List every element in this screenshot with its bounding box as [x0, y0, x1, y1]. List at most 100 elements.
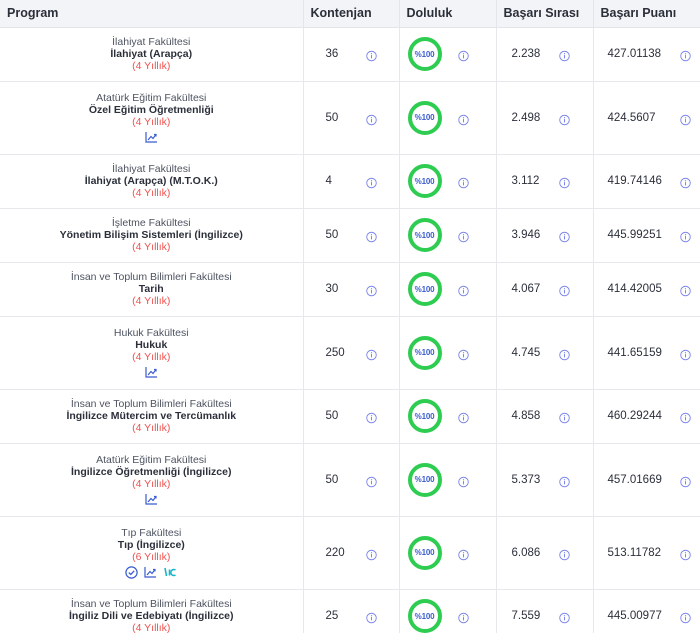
info-icon[interactable] — [558, 284, 570, 297]
kontenjan-cell: 4 — [303, 154, 400, 209]
header-basari-puani[interactable]: Başarı Puanı — [593, 0, 700, 28]
info-icon[interactable] — [679, 411, 691, 424]
table-row[interactable]: Hukuk Fakültesi Hukuk (4 Yıllık) 250 %10… — [0, 316, 700, 390]
info-icon[interactable] — [365, 112, 377, 125]
header-program[interactable]: Program — [0, 0, 304, 28]
info-icon[interactable] — [558, 547, 570, 560]
info-icon[interactable] — [558, 176, 570, 189]
table-row[interactable]: Atatürk Eğitim Fakültesi İngilizce Öğret… — [0, 443, 700, 517]
info-icon[interactable] — [679, 611, 691, 624]
table-row[interactable]: İşletme Fakültesi Yönetim Bilişim Sistem… — [0, 208, 700, 263]
info-icon[interactable] — [679, 49, 691, 62]
kontenjan-cell: 25 — [303, 589, 400, 633]
header-basari-sirasi[interactable]: Başarı Sırası — [496, 0, 594, 28]
department-name[interactable]: Tarih — [138, 283, 164, 295]
doluluk-cell: %100 — [399, 389, 497, 444]
info-icon[interactable] — [365, 49, 377, 62]
program-cell[interactable]: İnsan ve Toplum Bilimleri Fakültesi İngi… — [0, 389, 304, 444]
basari-puani-cell: 441.65159 — [593, 316, 700, 390]
kontenjan-value: 50 — [325, 410, 339, 422]
info-icon[interactable] — [558, 347, 570, 360]
program-icons — [4, 493, 299, 506]
department-name[interactable]: Özel Eğitim Öğretmenliği — [88, 103, 214, 116]
doluluk-ring: %100 — [407, 218, 442, 252]
info-icon[interactable] — [558, 49, 570, 62]
info-icon[interactable] — [558, 230, 570, 243]
header-doluluk[interactable]: Doluluk — [399, 0, 497, 28]
basari-puani-value: 424.5607 — [607, 111, 656, 124]
kontenjan-value: 50 — [325, 473, 339, 486]
info-icon[interactable] — [679, 284, 691, 297]
table-row[interactable]: İlahiyat Fakültesi İlahiyat (Arapça) (M.… — [0, 154, 700, 209]
info-icon[interactable] — [679, 230, 691, 243]
info-icon[interactable] — [365, 411, 377, 424]
department-name[interactable]: Tıp (İngilizce) — [117, 538, 185, 551]
info-icon[interactable] — [365, 284, 377, 297]
info-icon[interactable] — [457, 284, 469, 297]
department-name[interactable]: İngilizce Öğretmenliği (İngilizce) — [71, 465, 232, 478]
department-name[interactable]: İlahiyat (Arapça) (M.T.O.K.) — [84, 175, 218, 187]
info-icon[interactable] — [365, 547, 377, 560]
program-duration: (4 Yıllık) — [132, 622, 171, 633]
info-icon[interactable] — [365, 230, 377, 243]
yks-badge-icon[interactable] — [163, 566, 177, 578]
doluluk-ring: %100 — [407, 335, 442, 370]
info-icon[interactable] — [457, 474, 469, 487]
program-cell[interactable]: Atatürk Eğitim Fakültesi Özel Eğitim Öğr… — [0, 81, 304, 155]
trend-chart-icon[interactable] — [144, 566, 157, 578]
info-icon[interactable] — [679, 347, 691, 360]
program-duration: (4 Yıllık) — [132, 60, 171, 72]
program-cell[interactable]: Tıp Fakültesi Tıp (İngilizce) (6 Yıllık) — [0, 516, 304, 590]
program-cell[interactable]: İnsan ve Toplum Bilimleri Fakültesi Tari… — [0, 262, 304, 317]
trend-chart-icon[interactable] — [145, 493, 158, 505]
info-icon[interactable] — [365, 474, 377, 487]
program-cell[interactable]: İşletme Fakültesi Yönetim Bilişim Sistem… — [0, 208, 304, 263]
basari-puani-cell: 445.99251 — [593, 208, 700, 263]
program-cell[interactable]: Hukuk Fakültesi Hukuk (4 Yıllık) — [0, 316, 304, 390]
table-row[interactable]: İnsan ve Toplum Bilimleri Fakültesi İngi… — [0, 589, 700, 633]
doluluk-value: %100 — [414, 475, 435, 484]
info-icon[interactable] — [457, 112, 469, 125]
info-icon[interactable] — [365, 176, 377, 189]
table-row[interactable]: İnsan ve Toplum Bilimleri Fakültesi Tari… — [0, 262, 700, 317]
info-icon[interactable] — [558, 611, 570, 624]
info-icon[interactable] — [558, 112, 570, 125]
info-icon[interactable] — [365, 347, 377, 360]
program-cell[interactable]: İlahiyat Fakültesi İlahiyat (Arapça) (M.… — [0, 154, 304, 209]
department-name[interactable]: İngilizce Mütercim ve Tercümanlık — [66, 410, 237, 422]
info-icon[interactable] — [457, 547, 469, 560]
info-icon[interactable] — [457, 176, 469, 189]
department-name[interactable]: Yönetim Bilişim Sistemleri (İngilizce) — [59, 229, 243, 241]
table-row[interactable]: İlahiyat Fakültesi İlahiyat (Arapça) (4 … — [0, 27, 700, 82]
department-name[interactable]: İlahiyat (Arapça) — [110, 48, 193, 60]
kontenjan-value: 4 — [325, 175, 332, 187]
kontenjan-value: 36 — [325, 48, 339, 60]
department-name[interactable]: Hukuk — [135, 338, 168, 351]
table-row[interactable]: İnsan ve Toplum Bilimleri Fakültesi İngi… — [0, 389, 700, 444]
info-icon[interactable] — [457, 230, 469, 243]
header-kontenjan[interactable]: Kontenjan — [303, 0, 400, 28]
info-icon[interactable] — [457, 49, 469, 62]
trend-chart-icon[interactable] — [145, 366, 158, 378]
info-icon[interactable] — [558, 474, 570, 487]
info-icon[interactable] — [457, 611, 469, 624]
trend-chart-icon[interactable] — [145, 131, 158, 143]
info-icon[interactable] — [679, 176, 691, 189]
info-icon[interactable] — [679, 547, 691, 560]
info-icon[interactable] — [457, 411, 469, 424]
info-icon[interactable] — [457, 347, 469, 360]
table-row[interactable]: Tıp Fakültesi Tıp (İngilizce) (6 Yıllık)… — [0, 516, 700, 590]
program-cell[interactable]: İlahiyat Fakültesi İlahiyat (Arapça) (4 … — [0, 27, 304, 82]
info-icon[interactable] — [365, 611, 377, 624]
info-icon[interactable] — [558, 411, 570, 424]
program-cell[interactable]: Atatürk Eğitim Fakültesi İngilizce Öğret… — [0, 443, 304, 517]
program-cell[interactable]: İnsan ve Toplum Bilimleri Fakültesi İngi… — [0, 589, 304, 633]
faculty-name: Atatürk Eğitim Fakültesi — [96, 453, 207, 466]
check-circle-icon[interactable] — [125, 565, 138, 579]
doluluk-ring: %100 — [407, 599, 442, 633]
department-name[interactable]: İngiliz Dili ve Edebiyatı (İngilizce) — [68, 610, 234, 622]
basari-puani-value: 513.11782 — [607, 546, 662, 559]
table-row[interactable]: Atatürk Eğitim Fakültesi Özel Eğitim Öğr… — [0, 81, 700, 155]
info-icon[interactable] — [679, 474, 691, 487]
info-icon[interactable] — [679, 112, 691, 125]
